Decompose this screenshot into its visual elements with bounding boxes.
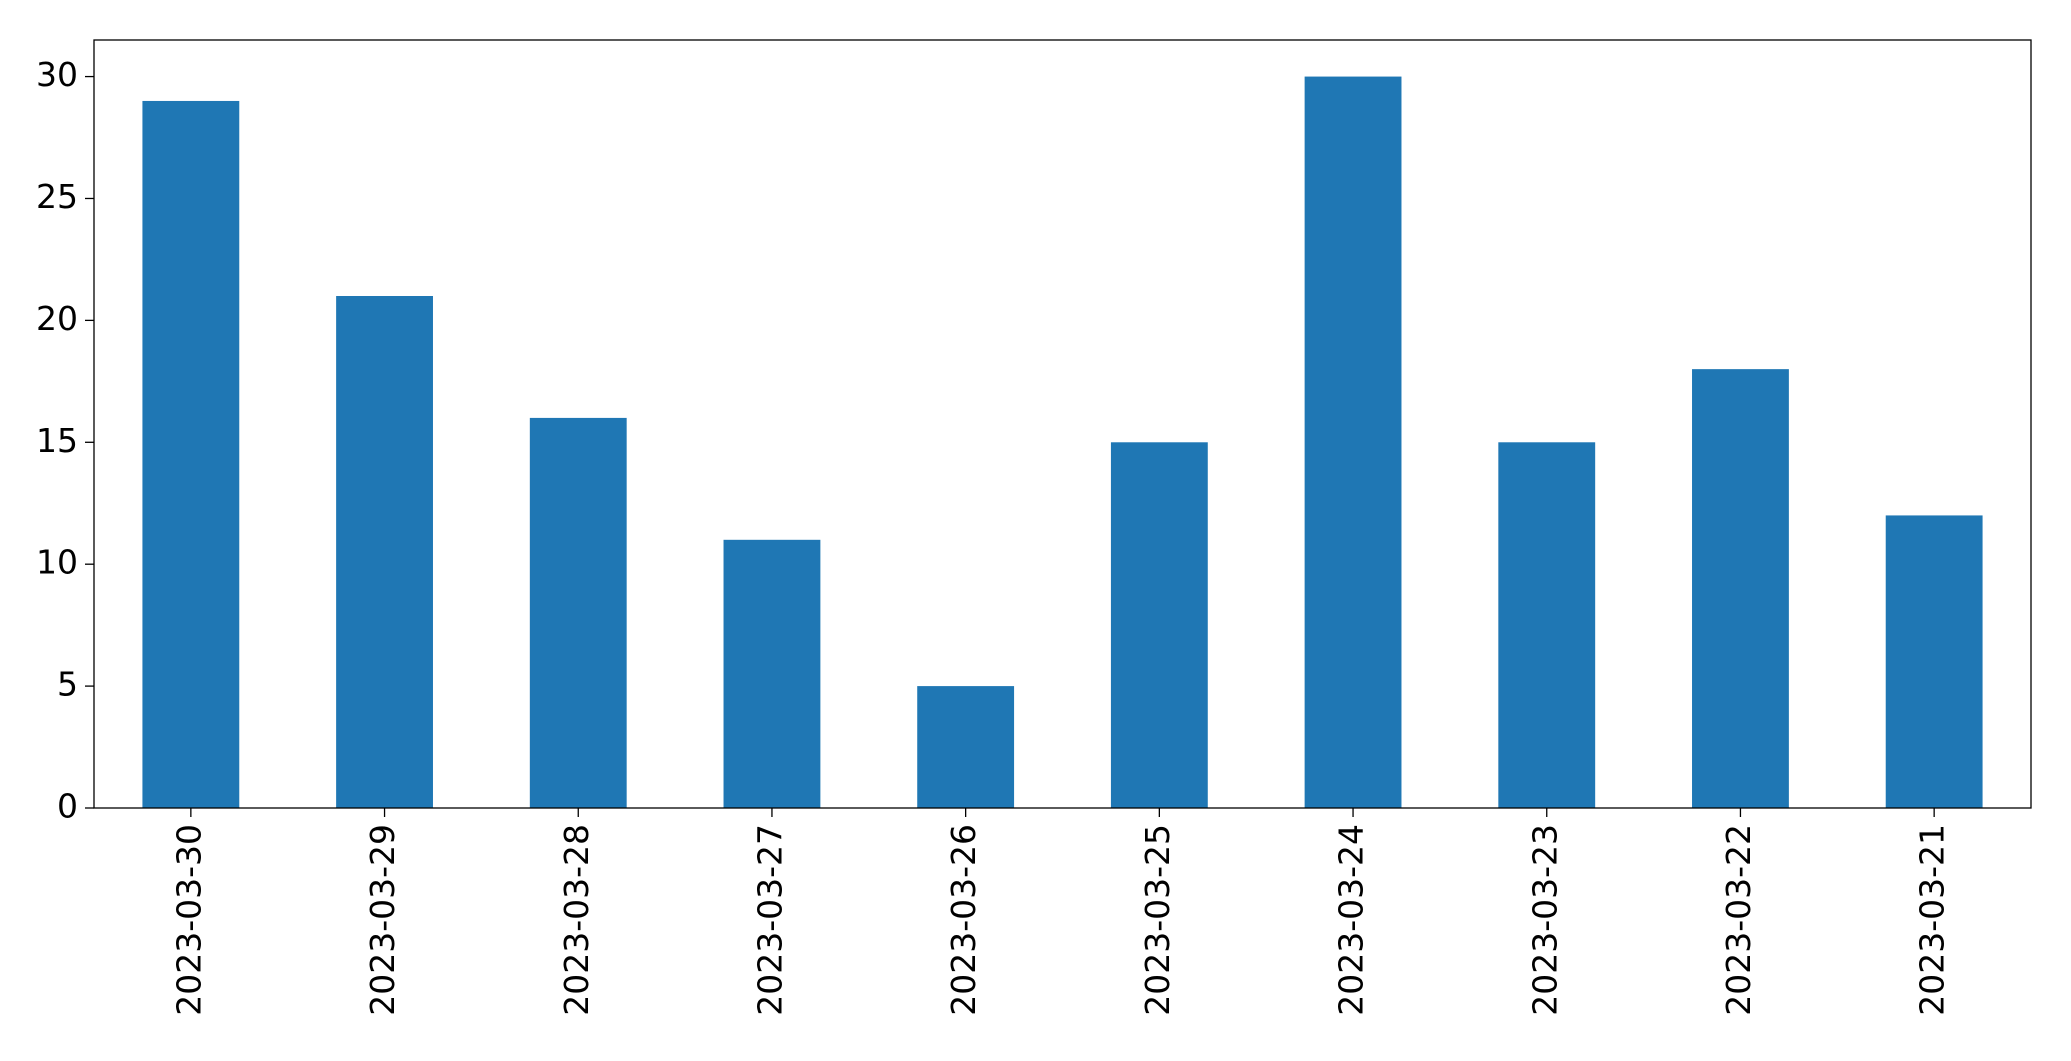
x-tick-label: 2023-03-30 — [169, 824, 208, 1016]
bar — [336, 296, 433, 808]
x-tick-label: 2023-03-28 — [557, 824, 596, 1016]
bar — [1498, 442, 1596, 808]
x-tick-label: 2023-03-22 — [1719, 824, 1758, 1016]
y-tick-label: 15 — [36, 421, 78, 460]
bar — [1110, 442, 1208, 808]
bar — [723, 539, 821, 808]
x-tick-label: 2023-03-24 — [1332, 824, 1371, 1016]
y-tick-label: 25 — [36, 177, 78, 216]
y-tick-label: 30 — [36, 55, 78, 94]
y-tick-label: 20 — [36, 299, 78, 338]
y-tick-label: 10 — [36, 543, 78, 582]
x-tick-label: 2023-03-26 — [944, 824, 983, 1016]
x-tick-label: 2023-03-23 — [1525, 824, 1564, 1016]
bar — [529, 417, 627, 808]
x-tick-label: 2023-03-29 — [363, 824, 402, 1016]
bar — [1692, 369, 1789, 808]
bar — [1304, 76, 1402, 809]
bar — [917, 686, 1015, 808]
x-tick-label: 2023-03-25 — [1138, 824, 1177, 1016]
y-tick-label: 5 — [57, 665, 78, 704]
plot-frame — [93, 39, 2032, 809]
x-tick-label: 2023-03-21 — [1913, 824, 1952, 1016]
bar — [142, 100, 240, 808]
bar — [1885, 515, 1983, 808]
x-tick-label: 2023-03-27 — [750, 824, 789, 1016]
y-tick-label: 0 — [57, 787, 78, 826]
